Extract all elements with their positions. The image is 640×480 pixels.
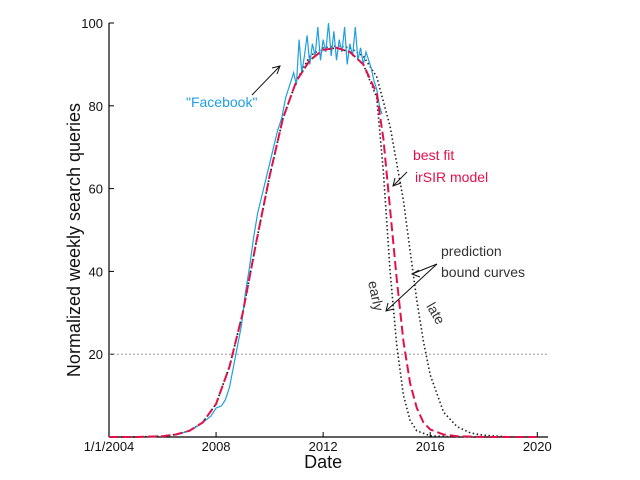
x-tick-label: 2020 (523, 439, 552, 454)
x-tick-label: 2016 (416, 439, 445, 454)
best-fit-label-line1: best fit (413, 147, 454, 163)
best-fit-arrow (392, 171, 408, 187)
y-tick-label: 60 (89, 182, 103, 197)
early-label: early (365, 279, 387, 312)
series (109, 22, 538, 438)
series-best-fit-irsir-model (109, 46, 538, 438)
series-facebook (175, 22, 383, 436)
series-late (109, 44, 538, 438)
x-tick-label: 2012 (309, 439, 338, 454)
prediction-arrow-early (385, 263, 438, 312)
prediction-label-line1: prediction (441, 243, 502, 259)
axes: 20 40 60 80 100 1/1/2004 2008 2012 2016 2020 Date N… (64, 16, 552, 472)
y-tick-label: 40 (89, 264, 103, 279)
prediction-label-line2: bound curves (441, 264, 525, 280)
x-tick-label: 2008 (202, 439, 231, 454)
facebook-label: "Facebook" (186, 94, 257, 110)
y-tick-label: 100 (81, 16, 103, 31)
y-tick-label: 80 (89, 99, 103, 114)
y-tick-label: 20 (89, 347, 103, 362)
annotations: "Facebook" best fit irSIR model predicti… (186, 65, 525, 328)
late-label: late (423, 300, 448, 328)
facebook-arrow (251, 65, 281, 96)
best-fit-label-line2: irSIR model (415, 169, 488, 185)
x-axis-title: Date (304, 452, 342, 472)
x-tick-label: 1/1/2004 (84, 439, 135, 454)
y-axis-title: Normalized weekly search queries (64, 103, 84, 377)
prediction-arrow-late (410, 263, 438, 278)
